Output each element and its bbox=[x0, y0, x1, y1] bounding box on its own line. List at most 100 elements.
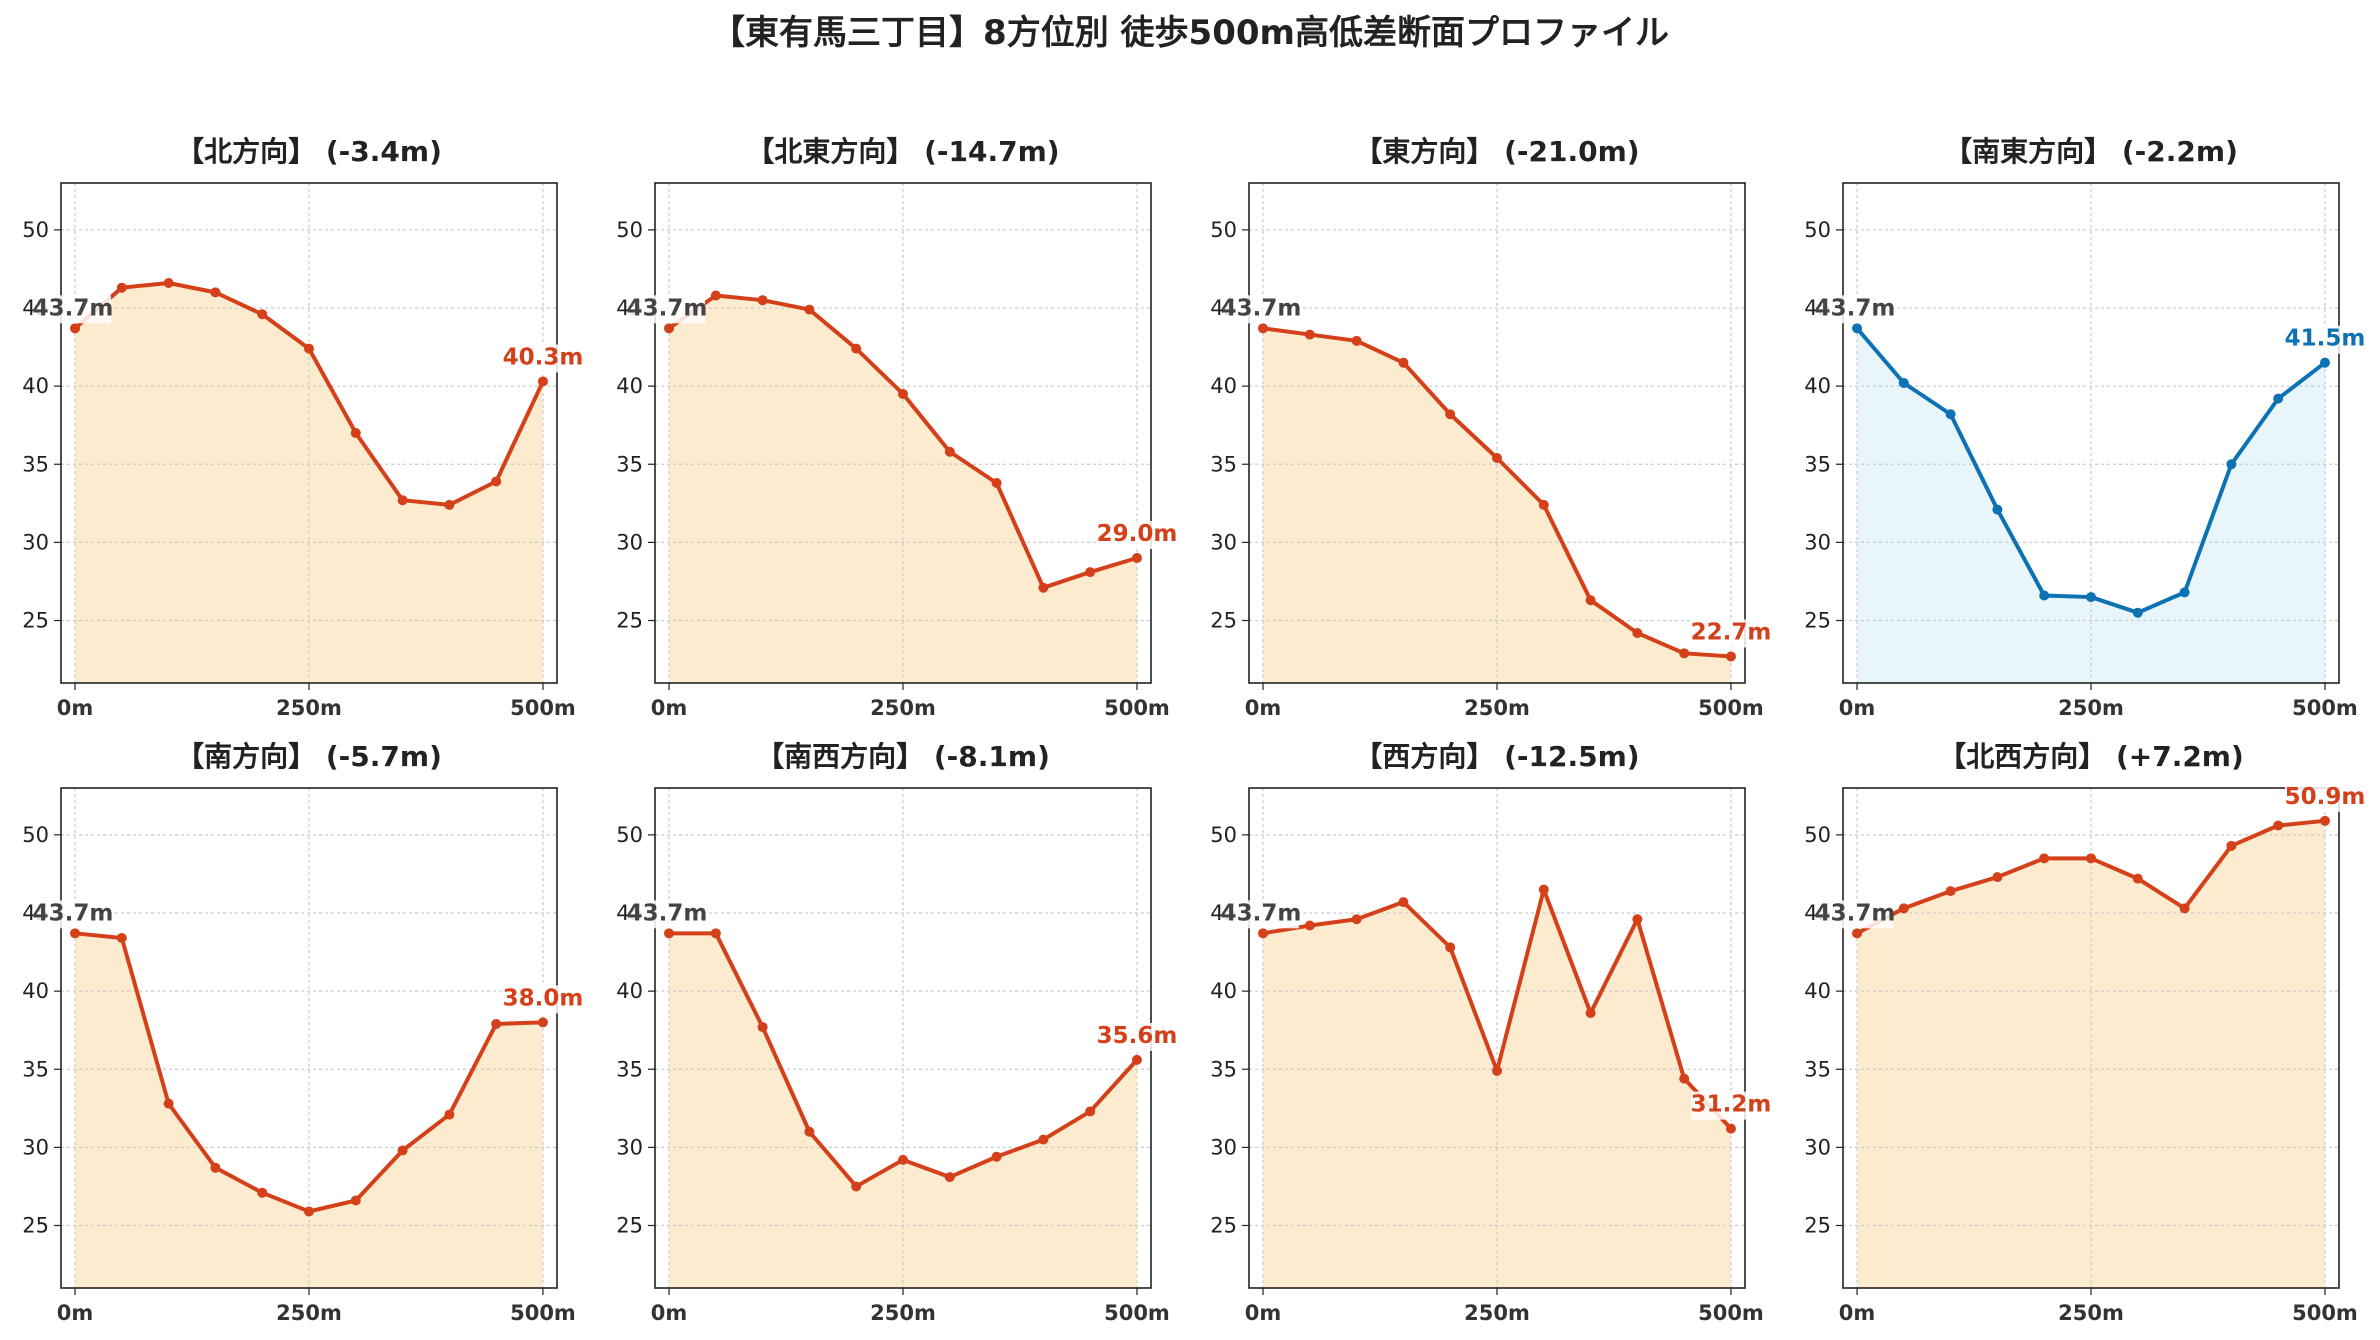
data-point bbox=[2273, 820, 2284, 831]
data-point bbox=[491, 1018, 502, 1029]
data-point bbox=[1585, 595, 1596, 606]
end-elevation-label: 31.2m bbox=[1691, 1092, 1772, 1118]
plot-frame bbox=[60, 787, 558, 1289]
data-point bbox=[163, 1098, 174, 1109]
plot-frame bbox=[1842, 182, 2340, 684]
start-label-bg bbox=[1817, 295, 1894, 324]
y-tick-label: 25 bbox=[1210, 609, 1237, 633]
y-tick-label: 30 bbox=[1804, 530, 1831, 554]
y-tick-label: 50 bbox=[22, 218, 49, 242]
x-tick-label: 500m bbox=[1698, 1301, 1764, 1325]
data-point bbox=[1258, 928, 1269, 939]
data-point bbox=[1992, 504, 2003, 515]
x-tick-label: 250m bbox=[1464, 696, 1530, 720]
data-point bbox=[210, 287, 221, 298]
y-tick-label: 25 bbox=[22, 609, 49, 633]
data-point bbox=[2086, 853, 2096, 864]
start-label-bg bbox=[35, 900, 112, 929]
panel-title: 【北方向】 (-3.4m) bbox=[176, 135, 442, 168]
end-label-bg bbox=[502, 344, 583, 373]
y-tick-label: 25 bbox=[1804, 609, 1831, 633]
y-tick-label: 25 bbox=[1804, 1214, 1831, 1238]
x-tick-label: 0m bbox=[1839, 696, 1876, 720]
data-point bbox=[257, 309, 268, 320]
end-label-bg bbox=[1690, 1091, 1771, 1120]
x-tick-label: 0m bbox=[57, 1301, 94, 1325]
start-elevation-label: 43.7m bbox=[1221, 900, 1302, 926]
data-point bbox=[1085, 567, 1096, 578]
x-tick-label: 500m bbox=[510, 1301, 576, 1325]
y-tick-label: 35 bbox=[616, 452, 643, 476]
panel-3: 【東方向】 (-21.0m)2530354045500m250m500m43.7… bbox=[1210, 135, 1771, 720]
panel-title: 【西方向】 (-12.5m) bbox=[1354, 740, 1639, 773]
data-point bbox=[304, 343, 314, 354]
y-tick-label: 35 bbox=[1804, 1057, 1831, 1081]
data-point bbox=[851, 1181, 862, 1192]
start-label-bg bbox=[35, 295, 112, 324]
y-tick-label: 50 bbox=[616, 218, 643, 242]
data-point bbox=[944, 446, 955, 457]
panel-7: 【西方向】 (-12.5m)2530354045500m250m500m43.7… bbox=[1210, 740, 1771, 1325]
data-point bbox=[1679, 1073, 1690, 1084]
end-label-bg bbox=[2284, 325, 2365, 354]
data-point bbox=[898, 1154, 908, 1165]
data-point bbox=[1725, 651, 1736, 662]
y-tick-label: 40 bbox=[616, 979, 643, 1003]
data-point bbox=[851, 343, 862, 354]
data-point bbox=[1725, 1123, 1736, 1134]
data-point bbox=[1632, 628, 1643, 638]
start-label-bg bbox=[1817, 900, 1894, 929]
data-point bbox=[1258, 323, 1269, 334]
start-elevation-label: 43.7m bbox=[1815, 900, 1896, 926]
start-elevation-label: 43.7m bbox=[1815, 295, 1896, 321]
data-point bbox=[1304, 920, 1315, 931]
data-point bbox=[397, 1145, 408, 1156]
data-point bbox=[2039, 590, 2050, 601]
x-tick-label: 0m bbox=[651, 696, 688, 720]
x-tick-label: 250m bbox=[870, 696, 936, 720]
x-tick-label: 0m bbox=[1839, 1301, 1876, 1325]
data-point bbox=[2273, 393, 2284, 404]
data-point bbox=[2086, 592, 2096, 603]
y-tick-label: 35 bbox=[616, 1057, 643, 1081]
data-point bbox=[2132, 607, 2143, 618]
y-tick-label: 25 bbox=[1210, 1214, 1237, 1238]
x-tick-label: 0m bbox=[1245, 696, 1282, 720]
data-point bbox=[898, 388, 908, 399]
data-point bbox=[163, 278, 174, 288]
y-tick-label: 30 bbox=[616, 530, 643, 554]
x-tick-label: 250m bbox=[276, 1301, 342, 1325]
x-tick-label: 0m bbox=[57, 696, 94, 720]
data-point bbox=[1679, 648, 1690, 659]
data-point bbox=[1492, 453, 1502, 463]
x-tick-label: 250m bbox=[2058, 1301, 2124, 1325]
end-label-bg bbox=[1690, 619, 1771, 648]
y-tick-label: 40 bbox=[22, 374, 49, 398]
data-point bbox=[1632, 914, 1643, 925]
y-tick-label: 35 bbox=[22, 452, 49, 476]
data-point bbox=[1131, 553, 1142, 563]
data-point bbox=[2319, 357, 2330, 368]
plot-frame bbox=[654, 182, 1152, 684]
y-tick-label: 30 bbox=[22, 530, 49, 554]
data-point bbox=[944, 1172, 955, 1183]
y-tick-label: 25 bbox=[22, 1214, 49, 1238]
data-point bbox=[444, 1109, 455, 1120]
panel-title: 【北西方向】 (+7.2m) bbox=[1938, 740, 2244, 773]
data-point bbox=[757, 1022, 768, 1033]
x-tick-label: 500m bbox=[2292, 696, 2358, 720]
data-point bbox=[1992, 872, 2003, 883]
x-tick-label: 500m bbox=[2292, 1301, 2358, 1325]
end-elevation-label: 29.0m bbox=[1097, 521, 1178, 547]
end-elevation-label: 40.3m bbox=[503, 344, 584, 370]
panel-title: 【南東方向】 (-2.2m) bbox=[1944, 135, 2238, 168]
elevation-area bbox=[1263, 328, 1731, 683]
data-point bbox=[537, 1017, 548, 1028]
x-tick-label: 500m bbox=[1104, 696, 1170, 720]
x-tick-label: 0m bbox=[651, 1301, 688, 1325]
y-tick-label: 50 bbox=[1210, 823, 1237, 847]
data-point bbox=[70, 323, 81, 334]
end-elevation-label: 41.5m bbox=[2285, 326, 2366, 352]
data-point bbox=[350, 1195, 361, 1206]
